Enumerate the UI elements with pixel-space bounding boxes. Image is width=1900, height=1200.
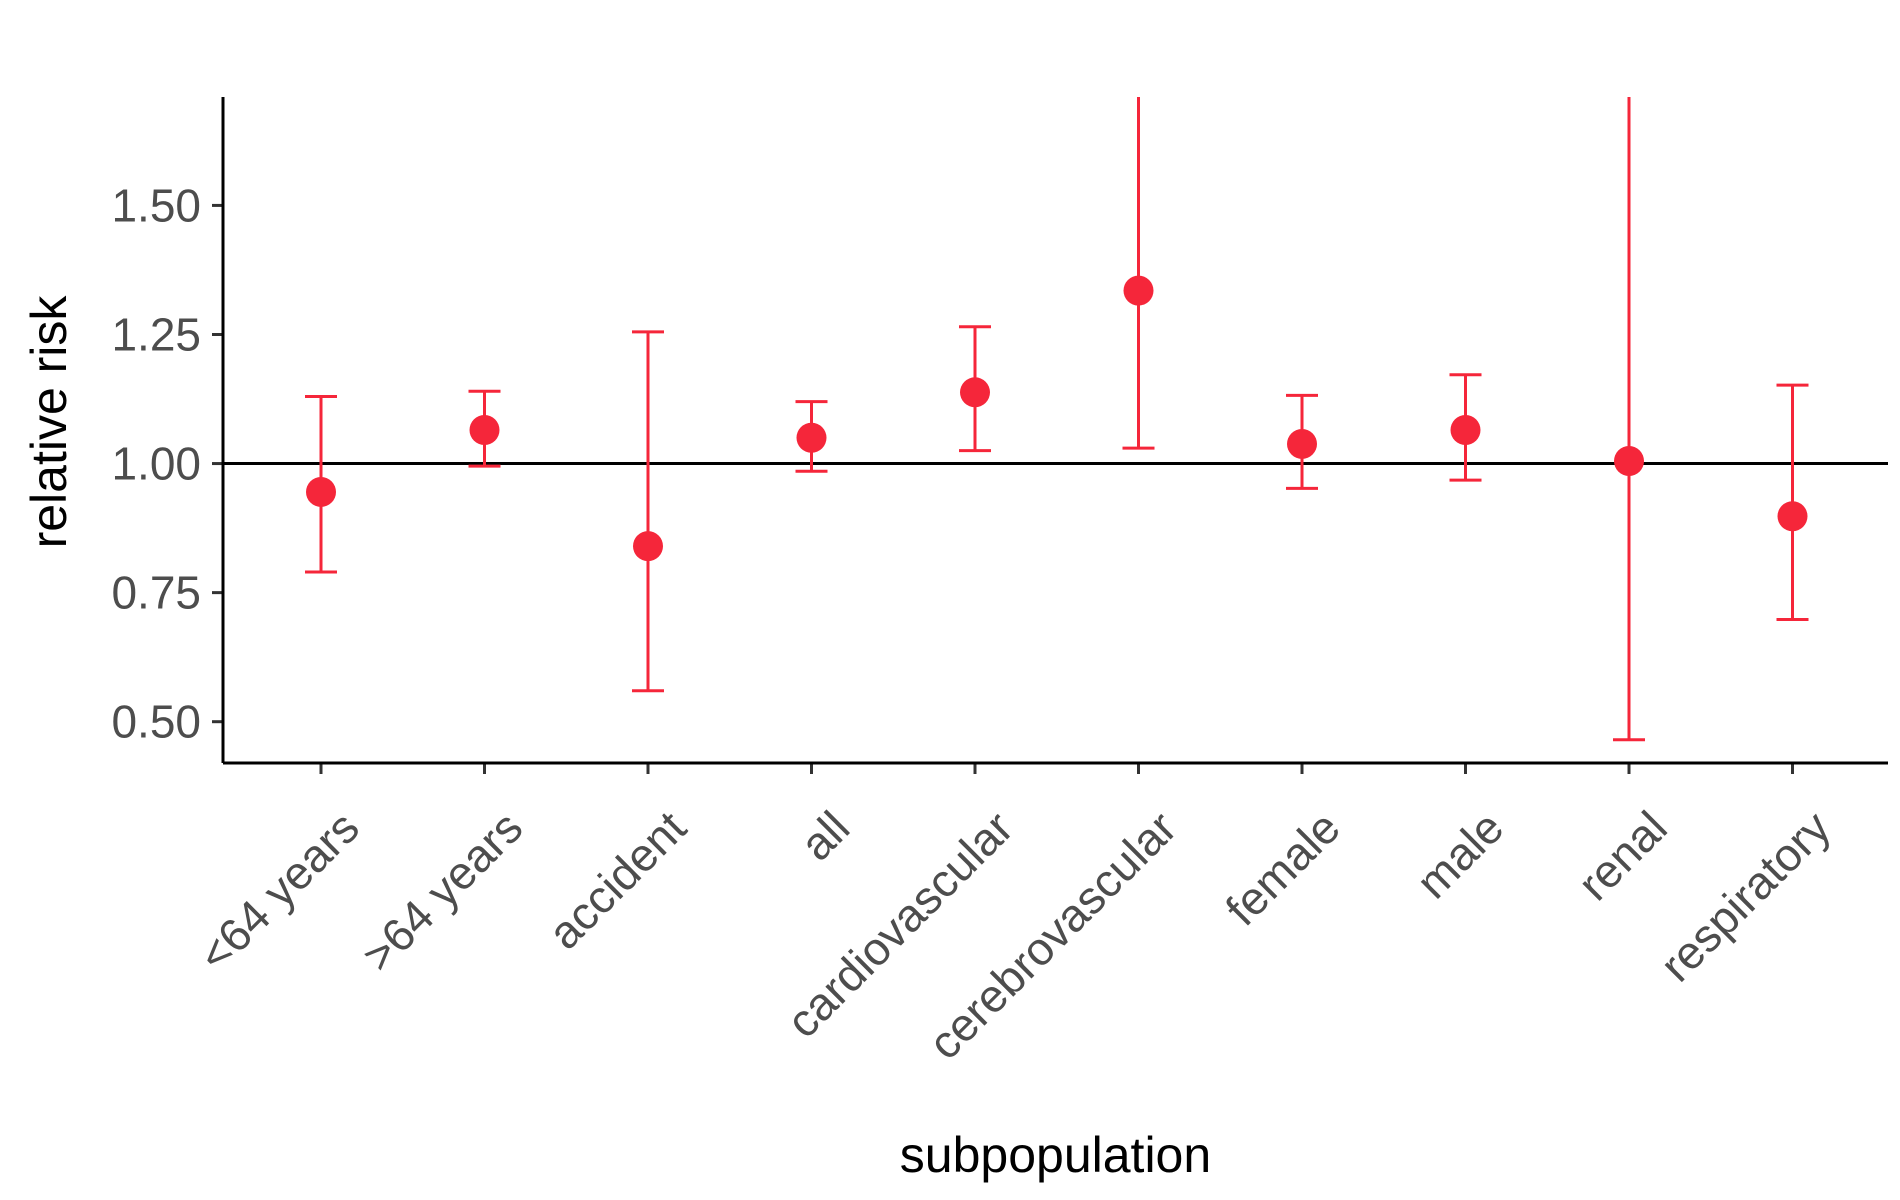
data-point (633, 531, 663, 562)
x-tick-label: female (1215, 801, 1349, 935)
data-point (1614, 445, 1644, 476)
data-point (796, 422, 827, 453)
x-tick-label: <64 years (188, 801, 369, 982)
y-tick-label: 0.50 (111, 696, 201, 748)
x-axis-ticks: <64 years>64 years accident allcardiovascu… (188, 763, 1840, 1069)
data-point (960, 377, 990, 408)
data-point (1123, 275, 1154, 306)
y-tick-label: 1.25 (111, 308, 201, 360)
y-tick-label: 1.00 (111, 438, 201, 490)
y-tick-label: 1.50 (111, 179, 201, 231)
data-point (306, 476, 336, 507)
x-tick-label: renal (1568, 801, 1677, 910)
x-tick-label: accident (538, 801, 696, 959)
data-point (1450, 415, 1481, 445)
data-point (469, 415, 500, 445)
y-axis-ticks: 0.50 0.75 1.00 1.25 1.50 (111, 179, 223, 748)
y-tick-label: 0.75 (111, 567, 201, 619)
error-bar (1122, 97, 1155, 450)
x-tick-label: male (1406, 801, 1513, 908)
x-axis-title: subpopulation (900, 1127, 1211, 1183)
error-bar (632, 330, 664, 693)
error-bar (1613, 97, 1645, 742)
data-point (1287, 428, 1317, 459)
x-tick-label: all (790, 801, 859, 870)
x-tick-label: respiratory (1650, 801, 1840, 991)
data-point (1777, 501, 1808, 532)
y-axis-title: relative risk (21, 295, 77, 549)
x-tick-label: >64 years (352, 801, 533, 982)
data-marks (305, 97, 1809, 742)
